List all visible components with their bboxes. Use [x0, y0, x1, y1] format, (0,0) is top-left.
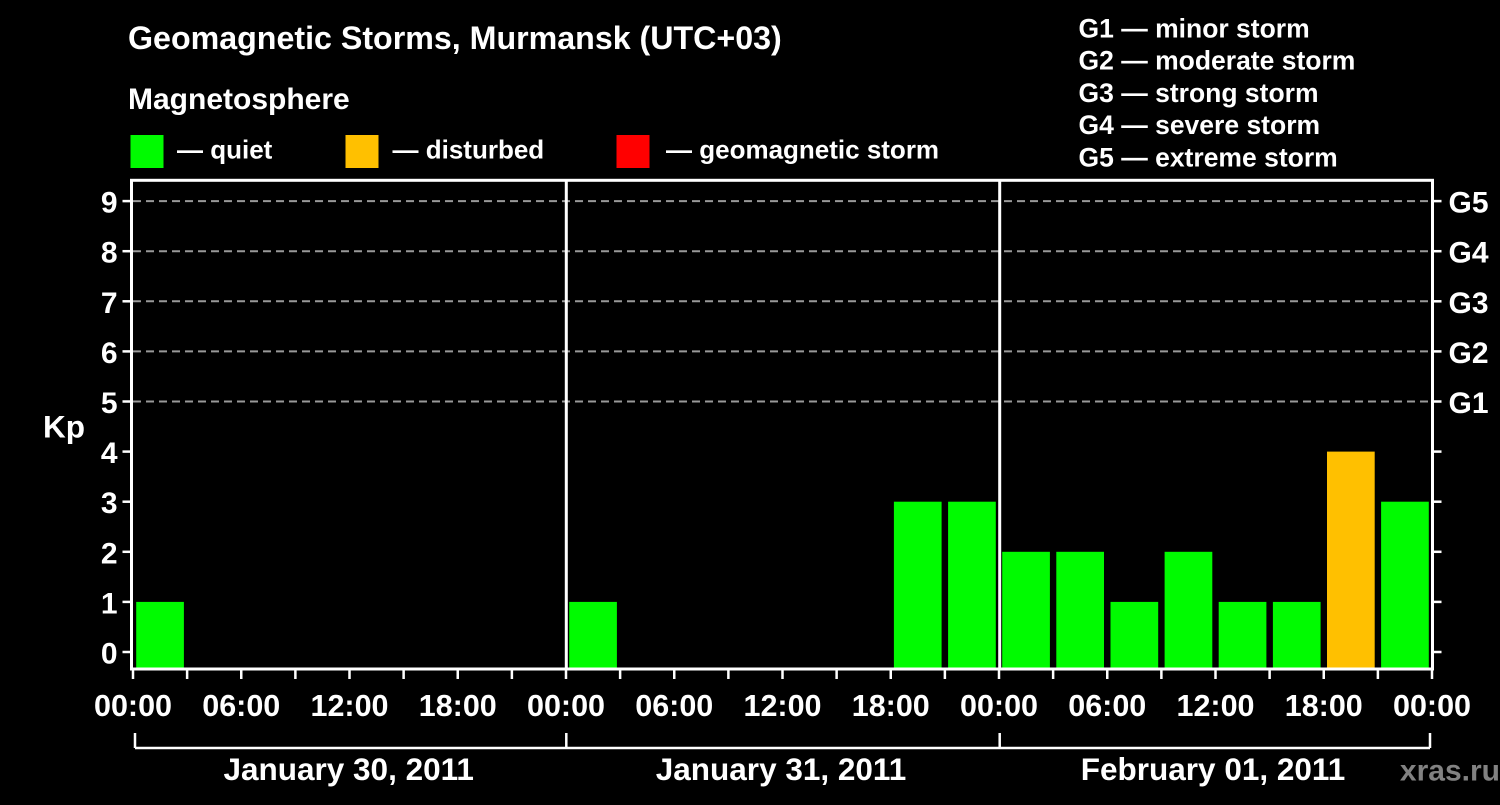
svg-text:— quiet: — quiet: [177, 135, 273, 165]
svg-text:7: 7: [101, 287, 118, 320]
svg-text:— disturbed: — disturbed: [393, 135, 545, 165]
svg-text:2: 2: [101, 537, 118, 570]
svg-text:G1: G1: [1449, 387, 1489, 420]
svg-text:00:00: 00:00: [527, 689, 605, 723]
svg-text:18:00: 18:00: [419, 689, 497, 723]
svg-text:Magnetosphere: Magnetosphere: [128, 83, 350, 116]
svg-text:12:00: 12:00: [310, 689, 388, 723]
svg-text:G1 — minor storm: G1 — minor storm: [1079, 14, 1310, 44]
svg-text:Geomagnetic Storms, Murmansk (: Geomagnetic Storms, Murmansk (UTC+03): [128, 20, 782, 56]
svg-text:February 01, 2011: February 01, 2011: [1081, 751, 1345, 787]
svg-text:xras.ru: xras.ru: [1400, 755, 1500, 788]
svg-text:G5: G5: [1449, 187, 1489, 220]
svg-text:9: 9: [101, 187, 118, 220]
svg-text:G2: G2: [1449, 337, 1489, 370]
svg-text:00:00: 00:00: [1393, 689, 1471, 723]
svg-text:January 31, 2011: January 31, 2011: [656, 751, 906, 787]
svg-text:3: 3: [101, 487, 118, 520]
svg-text:8: 8: [101, 237, 118, 270]
svg-text:G2 — moderate storm: G2 — moderate storm: [1079, 46, 1356, 76]
svg-text:06:00: 06:00: [202, 689, 280, 723]
svg-text:Kp: Kp: [43, 409, 85, 445]
svg-text:18:00: 18:00: [1285, 689, 1363, 723]
svg-text:G3: G3: [1449, 287, 1489, 320]
svg-text:G3 — strong storm: G3 — strong storm: [1079, 78, 1319, 108]
svg-text:06:00: 06:00: [635, 689, 713, 723]
svg-text:00:00: 00:00: [94, 689, 172, 723]
svg-text:4: 4: [101, 437, 118, 470]
svg-text:12:00: 12:00: [1176, 689, 1254, 723]
svg-text:— geomagnetic storm: — geomagnetic storm: [666, 135, 939, 165]
svg-text:January 30, 2011: January 30, 2011: [223, 751, 473, 787]
svg-text:06:00: 06:00: [1068, 689, 1146, 723]
svg-text:G5 — extreme storm: G5 — extreme storm: [1079, 142, 1338, 172]
svg-text:1: 1: [101, 587, 118, 620]
svg-text:18:00: 18:00: [852, 689, 930, 723]
svg-text:0: 0: [101, 638, 118, 671]
svg-text:G4: G4: [1449, 237, 1489, 270]
svg-text:12:00: 12:00: [743, 689, 821, 723]
svg-text:6: 6: [101, 337, 118, 370]
svg-text:00:00: 00:00: [960, 689, 1038, 723]
svg-text:5: 5: [101, 387, 118, 420]
svg-text:G4 — severe storm: G4 — severe storm: [1079, 110, 1321, 140]
